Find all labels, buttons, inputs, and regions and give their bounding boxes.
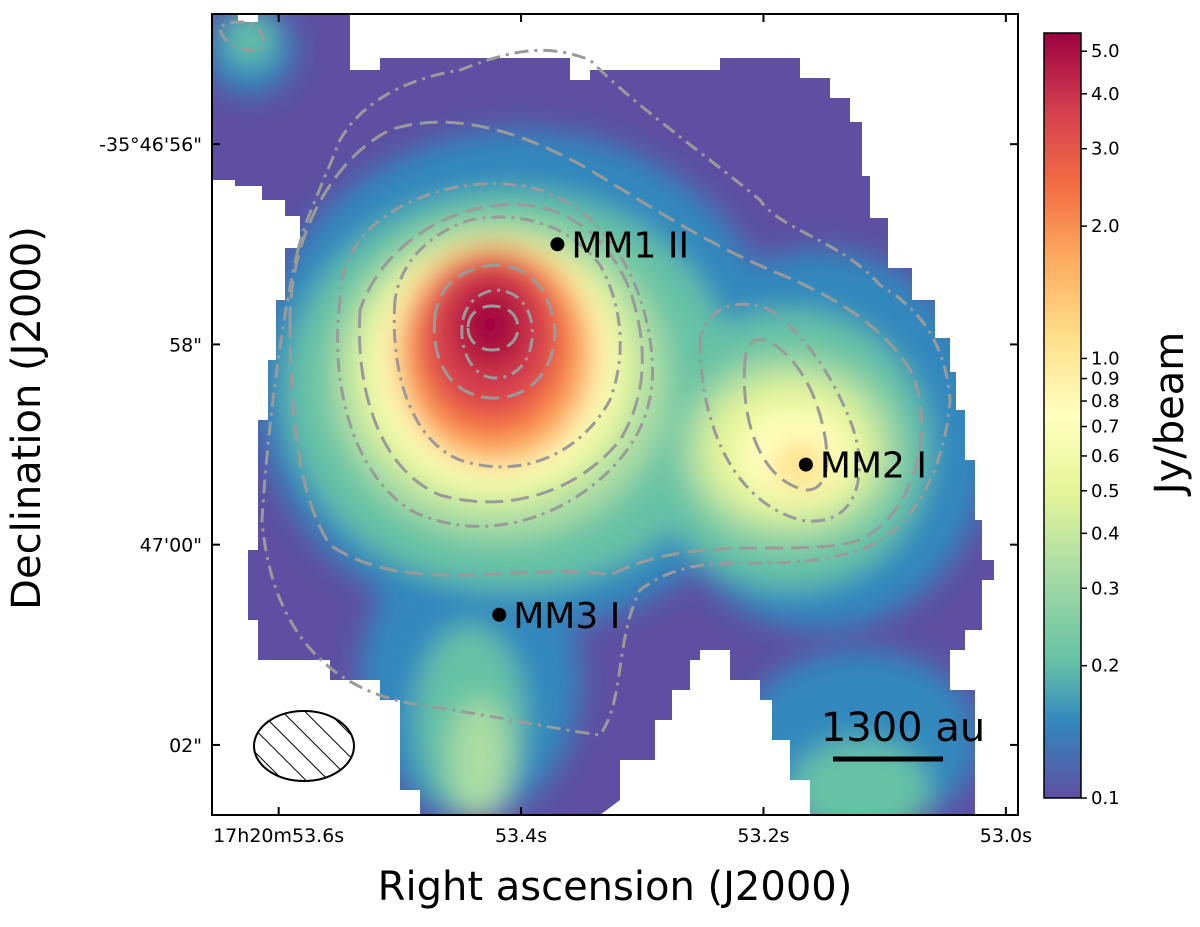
source-label: MM1 II: [571, 225, 689, 266]
y-tick-label: 02": [169, 735, 202, 757]
x-axis: 17h20m53.6s 53.4s 53.2s 53.0s: [213, 14, 1032, 847]
colorbar-tick-label: 5.0: [1091, 41, 1120, 62]
y-axis: -35°46'56" 58" 47'00" 02": [99, 134, 1018, 757]
colorbar-tick-label: 0.7: [1091, 417, 1120, 438]
x-tick-label: 53.4s: [495, 825, 547, 847]
colorbar-tick-label: 0.9: [1091, 369, 1120, 390]
source-label: MM3 I: [513, 596, 620, 637]
source-marker: [798, 457, 813, 472]
colorbar-tick-label: 0.2: [1091, 656, 1120, 677]
source-markers: MM1 II MM2 I MM3 I: [492, 225, 927, 637]
colorbar-tick-label: 0.6: [1091, 446, 1120, 467]
colorbar-tick-label: 0.1: [1091, 788, 1120, 809]
colorbar-tick-label: 0.5: [1091, 481, 1120, 502]
contour-lines: [218, 20, 952, 737]
y-tick-label: 58": [169, 334, 202, 356]
scale-bar-label: 1300 au: [821, 705, 985, 751]
colorbar-ticks: 0.1 0.2 0.3 0.4 0.5 0.6 0.7 0.80.91.0 2.0 3.0 4.0 5…: [1081, 41, 1120, 809]
x-tick-label: 53.2s: [737, 825, 789, 847]
colorbar-tick-label: 0.8: [1091, 391, 1120, 412]
source-label: MM2 I: [820, 446, 927, 487]
x-tick-label: 53.0s: [980, 825, 1032, 847]
x-axis-title: Right ascension (J2000): [378, 864, 853, 910]
colorbar-tick-label: 3.0: [1091, 139, 1120, 160]
colorbar-tick-label: 0.3: [1091, 578, 1120, 599]
plot-frame: [211, 13, 1019, 816]
y-tick-label: 47'00": [140, 535, 202, 557]
colorbar-title: Jy/beam: [1147, 332, 1193, 497]
source-marker: [492, 607, 507, 622]
colorbar-tick-label: 0.4: [1091, 523, 1120, 544]
colorbar-tick-label: 1.0: [1091, 348, 1120, 369]
colorbar: [1043, 32, 1082, 799]
source-marker: [550, 237, 565, 252]
beam-ellipse: [253, 710, 355, 782]
y-axis-title: Declination (J2000): [4, 226, 50, 610]
colorbar-tick-label: 2.0: [1091, 216, 1120, 237]
y-tick-label: -35°46'56": [99, 134, 202, 156]
colorbar-tick-label: 4.0: [1091, 84, 1120, 105]
x-tick-label: 17h20m53.6s: [213, 825, 344, 847]
